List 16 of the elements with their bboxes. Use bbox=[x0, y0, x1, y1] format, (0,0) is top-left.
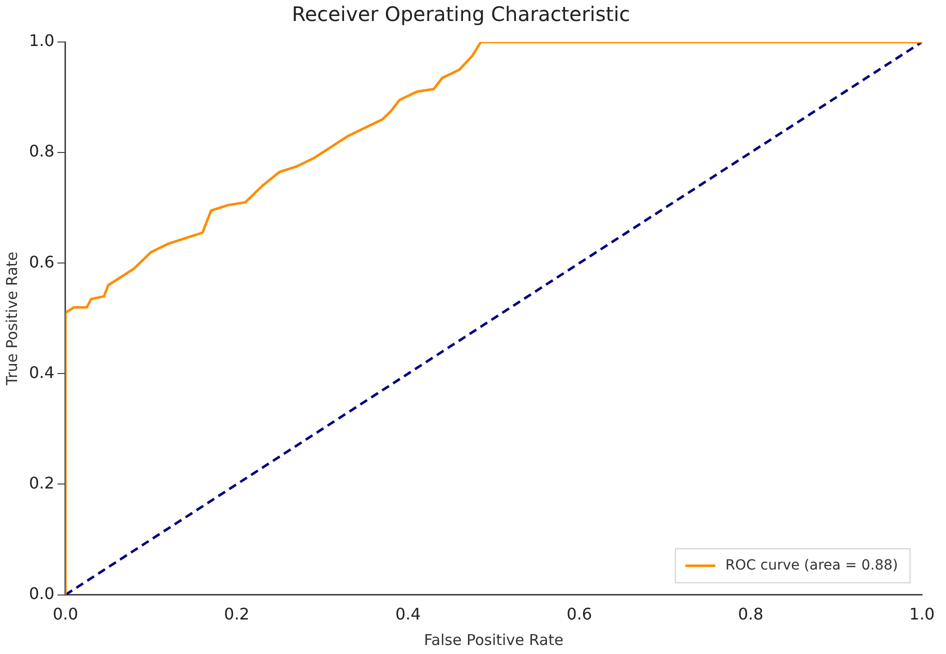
y-tick-label: 0.0 bbox=[28, 584, 54, 603]
x-tick-label: 0.8 bbox=[738, 604, 764, 624]
y-tick-label: 0.6 bbox=[28, 252, 54, 272]
chart-title: Receiver Operating Characteristic bbox=[292, 2, 630, 26]
x-tick-label: 0.4 bbox=[395, 604, 421, 624]
x-tick-label: 1.0 bbox=[909, 604, 935, 624]
x-tick-label: 0.0 bbox=[52, 604, 78, 624]
y-tick-label: 0.4 bbox=[28, 362, 54, 382]
y-axis-title: True Positive Rate bbox=[2, 252, 21, 386]
x-tick-label: 0.6 bbox=[566, 604, 592, 624]
x-axis-title: False Positive Rate bbox=[424, 630, 564, 649]
x-tick-label: 0.2 bbox=[224, 604, 250, 624]
y-tick-label: 0.8 bbox=[28, 142, 54, 161]
legend-label: ROC curve (area = 0.88) bbox=[725, 557, 898, 574]
y-tick-label: 0.2 bbox=[28, 473, 54, 492]
y-tick-label: 1.0 bbox=[28, 31, 54, 50]
